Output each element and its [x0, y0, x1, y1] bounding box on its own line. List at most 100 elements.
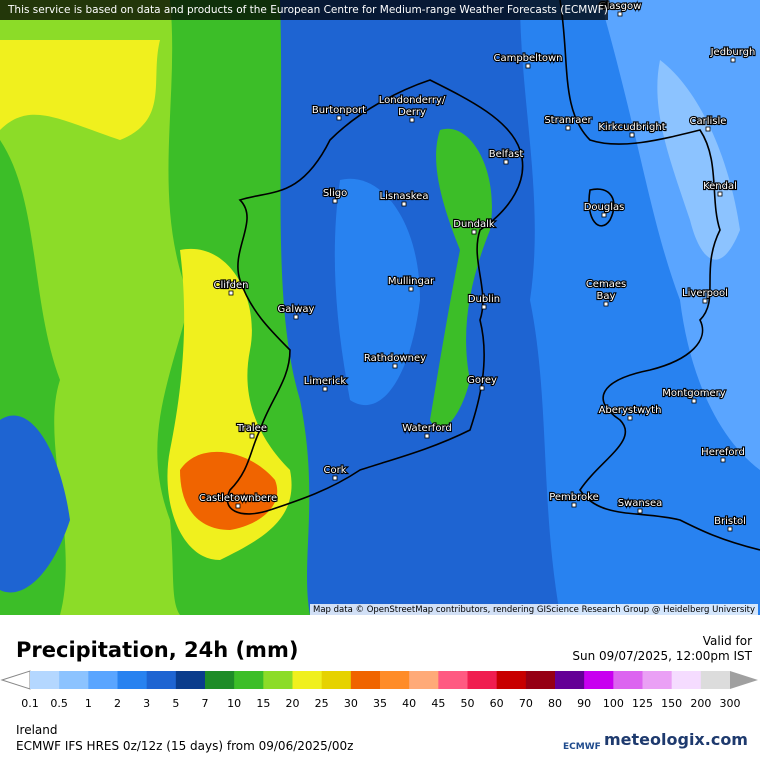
- legend-swatch: [292, 671, 323, 689]
- city-label: Mullingar: [388, 276, 435, 287]
- city-label: Douglas: [584, 202, 625, 213]
- legend-swatch: [467, 671, 498, 689]
- city-marker: [235, 503, 241, 509]
- legend-label: 150: [661, 697, 682, 710]
- legend-swatch: [496, 671, 527, 689]
- city-label: Galway: [278, 304, 315, 315]
- legend-label: 5: [172, 697, 179, 710]
- legend-label: 2: [114, 697, 121, 710]
- city-label: Rathdowney: [364, 353, 426, 364]
- city-label: Londonderry/: [379, 95, 446, 106]
- city-label: Sligo: [323, 188, 347, 199]
- legend-label: 25: [315, 697, 329, 710]
- precip-area: [430, 128, 492, 428]
- legend-swatch: [146, 671, 177, 689]
- legend-swatch: [234, 671, 264, 689]
- city-marker: [408, 286, 414, 292]
- legend-label: 3: [143, 697, 150, 710]
- valid-label: Valid for: [702, 634, 752, 648]
- city-label: Pembroke: [549, 492, 599, 503]
- city-label: Lisnaskea: [380, 191, 429, 202]
- city-marker: [336, 115, 342, 121]
- legend-swatch: [175, 671, 206, 689]
- legend-swatch: [700, 671, 731, 689]
- city-marker: [424, 433, 430, 439]
- city-label: Campbeltown: [493, 53, 562, 64]
- city-marker: [691, 398, 697, 404]
- city-label: Liverpool: [682, 288, 728, 299]
- legend-label: 45: [431, 697, 445, 710]
- city-marker: [571, 502, 577, 508]
- city-label: Derry: [398, 107, 426, 118]
- valid-time: Sun 09/07/2025, 12:00pm IST: [572, 649, 752, 663]
- city-marker: [392, 363, 398, 369]
- brand: meteologix.com: [604, 730, 748, 749]
- city-marker: [228, 290, 234, 296]
- legend-label: 80: [548, 697, 562, 710]
- city-label: Swansea: [618, 498, 662, 509]
- legend-swatch: [642, 671, 673, 689]
- legend-arrow-left: [0, 670, 31, 690]
- city-marker: [409, 117, 415, 123]
- attribution: Map data © OpenStreetMap contributors, r…: [310, 604, 758, 616]
- city-label: Dundalk: [453, 219, 495, 230]
- legend-label: 10: [227, 697, 241, 710]
- city-label: Kendal: [703, 181, 737, 192]
- coastline: [226, 0, 760, 551]
- city-marker: [717, 191, 723, 197]
- precip-area: [180, 451, 278, 530]
- legend-label: 70: [519, 697, 533, 710]
- city-marker: [332, 475, 338, 481]
- city-marker: [479, 385, 485, 391]
- legend-swatch: [671, 671, 702, 689]
- legend-label: 0.5: [50, 697, 68, 710]
- legend-swatch: [613, 671, 643, 689]
- legend-swatch: [321, 671, 352, 689]
- city-marker: [401, 201, 407, 207]
- legend-label: 90: [577, 697, 591, 710]
- legend-label: 100: [603, 697, 624, 710]
- city-label: Clifden: [214, 280, 249, 291]
- ecmwf-logo: ECMWF: [563, 742, 601, 752]
- city-marker: [332, 198, 338, 204]
- city-marker: [481, 304, 487, 310]
- city-marker: [322, 386, 328, 392]
- city-label: Bristol: [714, 516, 746, 527]
- legend: 0.1 0.5 1 2 3 5 7 10 15 20 25 30 35 40 45 50 60 70 80 90 100…: [0, 670, 758, 710]
- city-label: Hereford: [701, 447, 745, 458]
- legend-swatch: [525, 671, 556, 689]
- legend-label: 1: [85, 697, 92, 710]
- city-label: Bay: [597, 291, 616, 302]
- city-marker: [603, 301, 609, 307]
- model: ECMWF IFS HRES 0z/12z (15 days) from 09/…: [16, 739, 354, 753]
- city-marker: [705, 126, 711, 132]
- legend-swatch: [263, 671, 293, 689]
- city-marker: [601, 212, 607, 218]
- region: Ireland: [16, 723, 58, 737]
- legend-title: Precipitation, 24h (mm): [16, 638, 299, 662]
- city-marker: [720, 457, 726, 463]
- legend-swatch: [88, 671, 118, 689]
- city-marker: [471, 229, 477, 235]
- city-marker: [249, 433, 255, 439]
- city-label: Castletownbere: [199, 493, 277, 504]
- legend-swatch: [555, 671, 585, 689]
- precip-area: [657, 60, 740, 260]
- city-marker: [627, 415, 633, 421]
- city-label: Belfast: [489, 149, 524, 160]
- precip-area: [334, 178, 420, 406]
- precip-area: [0, 415, 70, 593]
- legend-swatch: [59, 671, 89, 689]
- legend-label: 7: [202, 697, 209, 710]
- city-label: Gorey: [467, 375, 497, 386]
- city-label: Carlisle: [690, 116, 727, 127]
- city-marker: [637, 508, 643, 514]
- legend-swatch: [380, 671, 410, 689]
- city-marker: [503, 159, 509, 165]
- map: Glasgow Campbeltown Jedburgh Burtonport Lond…: [0, 0, 760, 615]
- city-label: Cemaes: [586, 279, 626, 290]
- legend-label: 300: [720, 697, 741, 710]
- legend-swatch: [117, 671, 148, 689]
- city-label: Montgomery: [662, 388, 725, 399]
